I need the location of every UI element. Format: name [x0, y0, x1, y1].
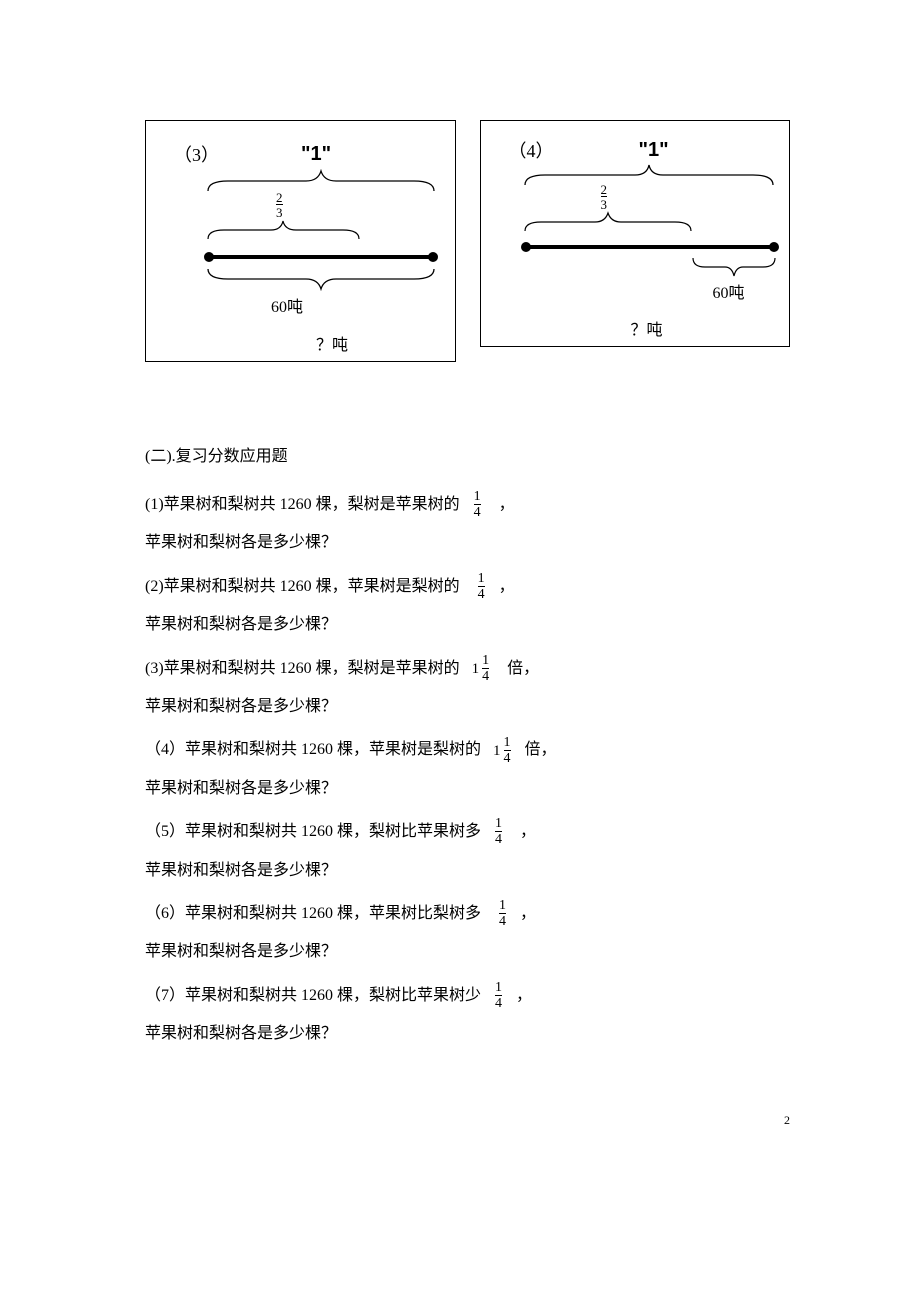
fraction-numerator: 1 — [504, 736, 511, 750]
diagram-4-question: ？吨 — [631, 316, 663, 340]
problem-3: (3)苹果树和梨树共 1260 棵，梨树是苹果树的 114 倍， 苹果树和梨树各… — [145, 650, 790, 727]
fraction: 14 — [478, 572, 485, 602]
number-line-icon — [204, 251, 438, 263]
diagram-4-under-label: 60吨 — [713, 279, 745, 303]
fraction: 14 — [474, 490, 481, 520]
fraction: 14 — [504, 736, 511, 766]
fraction-denominator: 4 — [478, 586, 485, 602]
brace-top-icon — [206, 169, 436, 193]
problem-4: （4）苹果树和梨树共 1260 棵，苹果树是梨树的 114 倍， 苹果树和梨树各… — [145, 731, 790, 808]
problem-3-text-c: 苹果树和梨树各是多少棵？ — [145, 698, 337, 715]
problem-1-text-a: (1)苹果树和梨树共 1260 棵，梨树是苹果树的 — [145, 496, 460, 513]
fraction-denominator: 4 — [495, 831, 502, 847]
problem-3-text-b: 倍， — [507, 660, 539, 677]
fraction-denominator: 4 — [474, 504, 481, 520]
fraction-numerator: 1 — [495, 981, 502, 995]
fraction-denominator: 3 — [601, 196, 608, 211]
fraction: 14 — [495, 817, 502, 847]
problem-1-text-c: 苹果树和梨树各是多少棵？ — [145, 534, 337, 551]
fraction-denominator: 3 — [276, 204, 283, 219]
brace-under-icon — [691, 256, 777, 278]
problem-2-text-c: 苹果树和梨树各是多少棵？ — [145, 616, 337, 633]
problem-5-text-c: 苹果树和梨树各是多少棵？ — [145, 862, 337, 879]
fraction-denominator: 4 — [499, 913, 506, 929]
problem-7-text-a: （7）苹果树和梨树共 1260 棵，梨树比苹果树少 — [145, 987, 481, 1004]
diagram-3-number: （3） — [174, 141, 219, 167]
fraction-numerator: 2 — [601, 183, 608, 196]
problem-6-text-a: （6）苹果树和梨树共 1260 棵，苹果树比梨树多 — [145, 905, 481, 922]
mixed-fraction: 114 — [493, 733, 513, 769]
problem-2-text-b: ， — [499, 578, 515, 595]
mixed-whole: 1 — [472, 651, 480, 687]
diagram-4-number: （4） — [509, 137, 554, 163]
fraction-numerator: 1 — [499, 899, 506, 913]
fraction: 14 — [499, 899, 506, 929]
problem-6-text-b: ， — [520, 905, 536, 922]
fraction-numerator: 1 — [478, 572, 485, 586]
problem-4-text-a: （4）苹果树和梨树共 1260 棵，苹果树是梨树的 — [145, 741, 481, 758]
problem-5-text-a: （5）苹果树和梨树共 1260 棵，梨树比苹果树多 — [145, 823, 481, 840]
fraction-numerator: 1 — [474, 490, 481, 504]
brace-2-3-icon — [523, 211, 693, 233]
problem-7-text-c: 苹果树和梨树各是多少棵？ — [145, 1025, 337, 1042]
fraction: 14 — [482, 654, 489, 684]
diagram-3-under-label: 60吨 — [271, 293, 303, 317]
brace-2-3-icon — [206, 219, 361, 241]
fraction: 14 — [495, 981, 502, 1011]
diagram-row: （3） "1" 2 3 60吨 — [145, 120, 790, 362]
diagram-3-question: ？吨 — [316, 331, 348, 355]
diagram-3: （3） "1" 2 3 60吨 — [145, 120, 456, 362]
problem-4-text-c: 苹果树和梨树各是多少棵？ — [145, 780, 337, 797]
diagram-4-fraction: 2 3 — [601, 183, 608, 211]
diagram-3-one-label: "1" — [301, 143, 331, 166]
fraction-numerator: 2 — [276, 191, 283, 204]
problem-1-text-b: ， — [499, 496, 515, 513]
problem-7: （7）苹果树和梨树共 1260 棵，梨树比苹果树少 14 ， 苹果树和梨树各是多… — [145, 977, 790, 1054]
fraction-denominator: 4 — [504, 750, 511, 766]
problem-5: （5）苹果树和梨树共 1260 棵，梨树比苹果树多 14 ， 苹果树和梨树各是多… — [145, 813, 790, 890]
mixed-fraction: 114 — [472, 651, 492, 687]
problem-6: （6）苹果树和梨树共 1260 棵，苹果树比梨树多 14 ， 苹果树和梨树各是多… — [145, 895, 790, 972]
fraction-denominator: 4 — [482, 668, 489, 684]
number-line-icon — [521, 241, 779, 253]
fraction-numerator: 1 — [482, 654, 489, 668]
brace-under-icon — [206, 267, 436, 291]
problem-6-text-c: 苹果树和梨树各是多少棵？ — [145, 943, 337, 960]
problem-4-text-b: 倍， — [525, 741, 557, 758]
page: （3） "1" 2 3 60吨 — [0, 0, 920, 1188]
problem-3-text-a: (3)苹果树和梨树共 1260 棵，梨树是苹果树的 — [145, 660, 460, 677]
fraction-numerator: 1 — [495, 817, 502, 831]
section-title: (二).复习分数应用题 — [145, 442, 790, 466]
diagram-4-one-label: "1" — [639, 139, 669, 162]
fraction-denominator: 4 — [495, 995, 502, 1011]
diagram-4: （4） "1" 2 3 60吨 ？吨 — [480, 120, 791, 347]
problem-2: (2)苹果树和梨树共 1260 棵，苹果树是梨树的 14 ， 苹果树和梨树各是多… — [145, 568, 790, 645]
problem-1: (1)苹果树和梨树共 1260 棵，梨树是苹果树的 14 ， 苹果树和梨树各是多… — [145, 486, 790, 563]
problem-5-text-b: ， — [520, 823, 536, 840]
brace-top-icon — [523, 163, 775, 187]
page-number: 2 — [145, 1113, 790, 1128]
problem-2-text-a: (2)苹果树和梨树共 1260 棵，苹果树是梨树的 — [145, 578, 460, 595]
mixed-whole: 1 — [493, 733, 501, 769]
diagram-3-fraction: 2 3 — [276, 191, 283, 219]
problem-7-text-b: ， — [516, 987, 532, 1004]
